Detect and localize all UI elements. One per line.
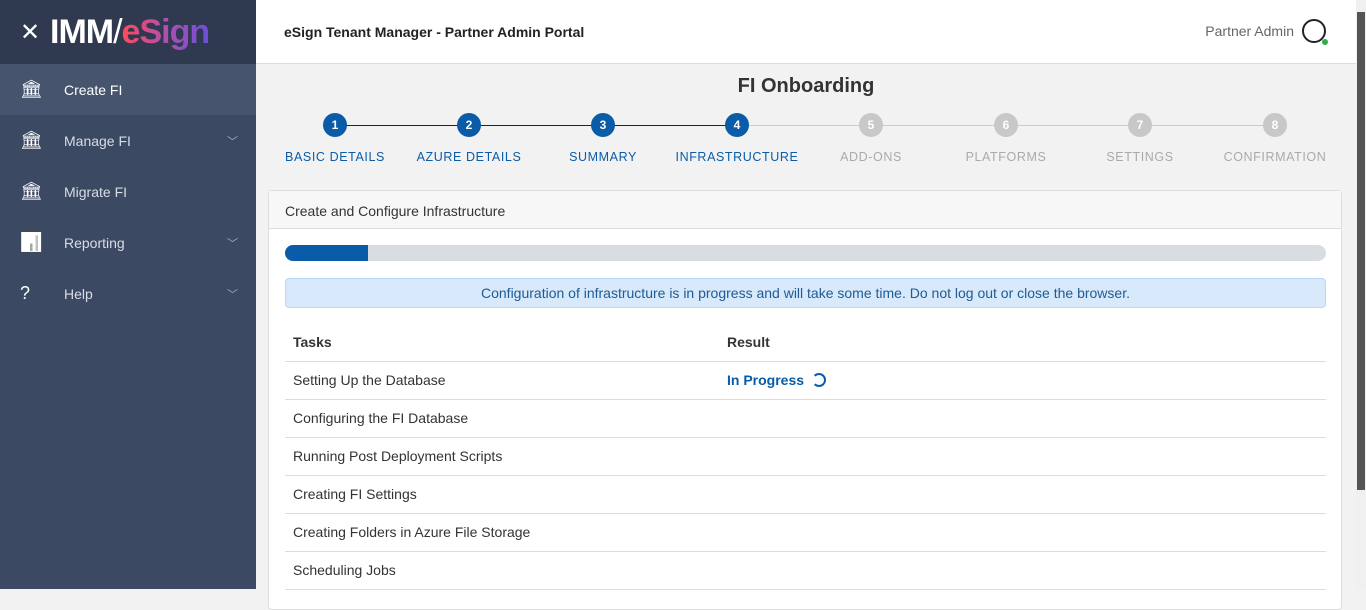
close-icon[interactable]: ✕ (20, 18, 41, 46)
sidebar-item-manage-fi[interactable]: 🏛 Manage FI ﹀ (0, 115, 256, 166)
chevron-down-icon[interactable]: ﹀ (227, 288, 238, 301)
help-bubble-icon: ? (20, 283, 31, 303)
table-row: Creating Folders in Azure File Storage (285, 513, 1326, 552)
task-result (719, 437, 1326, 476)
task-result (719, 513, 1326, 552)
scrollbar-thumb[interactable] (1357, 12, 1365, 490)
bank-arrow-icon: 🏛 (20, 181, 43, 201)
column-result: Result (719, 323, 1326, 362)
infrastructure-card: Create and Configure Infrastructure Conf… (268, 190, 1342, 610)
step-number: 6 (994, 113, 1018, 137)
tasks-table: Tasks Result Setting Up the Database In Pr… (285, 323, 1326, 590)
chevron-down-icon[interactable]: ﹀ (227, 237, 238, 250)
step-label: PLATFORMS (965, 150, 1047, 164)
task-name: Scheduling Jobs (285, 551, 719, 590)
sidebar-item-help[interactable]: ? Help ﹀ (0, 268, 256, 319)
app-title: eSign Tenant Manager - Partner Admin Por… (284, 24, 585, 40)
task-name: Setting Up the Database (285, 361, 719, 400)
step-number: 8 (1263, 113, 1287, 137)
step-connector (737, 125, 871, 126)
sidebar-item-label: Migrate FI (64, 183, 128, 200)
step-7[interactable]: 7 SETTINGS (1070, 113, 1210, 164)
step-connector (469, 125, 603, 126)
bar-chart-icon: 📊 (20, 232, 43, 252)
step-8[interactable]: 8 CONFIRMATION (1205, 113, 1345, 164)
table-row: Setting Up the Database In Progress (285, 361, 1326, 400)
step-label: ADD-ONS (840, 150, 902, 164)
step-number: 3 (591, 113, 615, 137)
step-number: 4 (725, 113, 749, 137)
sidebar-item-create-fi[interactable]: 🏛 Create FI (0, 64, 256, 115)
stepper: 1 BASIC DETAILS 2 AZURE DETAILS 3 SUMMARY 4 INF… (268, 113, 1342, 173)
sidebar-item-migrate-fi[interactable]: 🏛 Migrate FI (0, 166, 256, 217)
step-label: CONFIRMATION (1223, 150, 1327, 164)
task-result (719, 551, 1326, 590)
table-row: Configuring the FI Database (285, 399, 1326, 438)
bank-gear-icon: 🏛 (20, 130, 43, 150)
step-1[interactable]: 1 BASIC DETAILS (265, 113, 405, 164)
column-tasks: Tasks (285, 323, 719, 362)
info-alert: Configuration of infrastructure is in pr… (285, 278, 1326, 308)
step-4[interactable]: 4 INFRASTRUCTURE (667, 113, 807, 164)
step-label: INFRASTRUCTURE (675, 150, 799, 164)
sidebar-item-label: Reporting (64, 234, 125, 251)
spinner-icon (812, 373, 827, 387)
task-result (719, 475, 1326, 514)
step-number: 5 (859, 113, 883, 137)
step-connector (603, 125, 737, 126)
result-status: In Progress (727, 372, 805, 388)
step-2[interactable]: 2 AZURE DETAILS (399, 113, 539, 164)
step-connector (335, 125, 469, 126)
card-title: Create and Configure Infrastructure (269, 191, 1341, 229)
progress-bar (285, 245, 1326, 261)
table-row: Running Post Deployment Scripts (285, 437, 1326, 476)
progress-fill (285, 245, 369, 261)
sidebar: ✕ IMM/eSign 🏛 Create FI 🏛 Manage FI ﹀ 🏛 Migrat… (0, 0, 256, 589)
step-label: SETTINGS (1106, 150, 1174, 164)
page-title: FI Onboarding (737, 75, 875, 97)
task-result: In Progress (719, 361, 1326, 400)
brand-bar: ✕ IMM/eSign (0, 0, 256, 64)
task-name: Running Post Deployment Scripts (285, 437, 719, 476)
task-result (719, 399, 1326, 438)
step-3[interactable]: 3 SUMMARY (533, 113, 673, 164)
task-name: Creating Folders in Azure File Storage (285, 513, 719, 552)
task-name: Creating FI Settings (285, 475, 719, 514)
step-number: 2 (457, 113, 481, 137)
top-bar: eSign Tenant Manager - Partner Admin Por… (256, 0, 1356, 64)
sidebar-item-label: Create FI (64, 81, 123, 98)
step-number: 1 (323, 113, 347, 137)
user-menu[interactable]: Partner Admin (1205, 19, 1328, 45)
sidebar-item-reporting[interactable]: 📊 Reporting ﹀ (0, 217, 256, 268)
scrollbar[interactable] (1356, 0, 1366, 589)
step-connector (1006, 125, 1140, 126)
bank-plus-icon: 🏛 (20, 79, 43, 99)
task-name: Configuring the FI Database (285, 399, 719, 438)
step-5[interactable]: 5 ADD-ONS (801, 113, 941, 164)
step-connector (1140, 125, 1275, 126)
sidebar-item-label: Manage FI (64, 132, 131, 149)
sidebar-item-label: Help (64, 285, 93, 302)
user-avatar-icon[interactable] (1302, 19, 1328, 45)
table-row: Creating FI Settings (285, 475, 1326, 514)
table-row: Scheduling Jobs (285, 551, 1326, 590)
step-number: 7 (1128, 113, 1152, 137)
logo: IMM/eSign (50, 12, 210, 51)
user-name: Partner Admin (1205, 23, 1294, 39)
step-6[interactable]: 6 PLATFORMS (936, 113, 1076, 164)
chevron-down-icon[interactable]: ﹀ (227, 135, 238, 148)
step-label: BASIC DETAILS (285, 150, 385, 164)
step-connector (871, 125, 1006, 126)
step-label: AZURE DETAILS (416, 150, 522, 164)
step-label: SUMMARY (569, 150, 637, 164)
